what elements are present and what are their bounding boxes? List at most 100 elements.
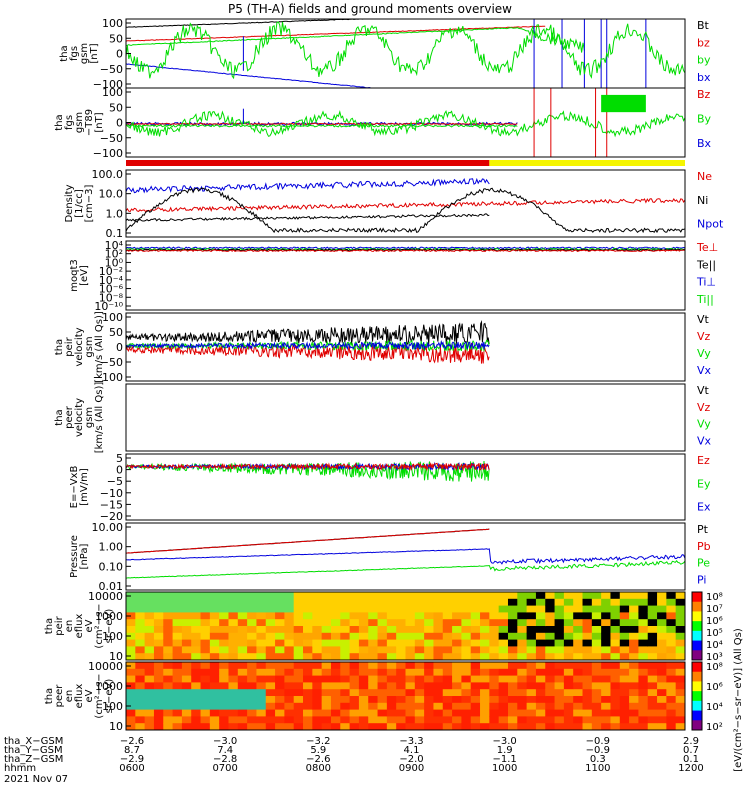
cell (256, 662, 267, 670)
cell (507, 702, 518, 711)
cell (507, 668, 518, 677)
colorbar-tick-label: 10² (706, 722, 723, 733)
cell (256, 653, 267, 660)
cell (545, 598, 556, 607)
cell (312, 653, 323, 660)
cell (321, 709, 332, 717)
cell (517, 605, 528, 613)
cell (666, 675, 677, 683)
y-axis-label-line: velocity (74, 327, 85, 366)
cell (657, 696, 667, 704)
cell (433, 653, 444, 660)
region-bar-yellow (489, 160, 685, 166)
cell (312, 619, 323, 627)
cell (470, 612, 481, 620)
y-tick-label: −15 (100, 498, 123, 511)
cell (209, 592, 220, 600)
cell (442, 702, 453, 711)
cell (293, 662, 304, 670)
y-tick-label: 100 (102, 700, 123, 713)
cell (554, 723, 565, 730)
legend-Te||: Te|| (696, 258, 716, 271)
cell (237, 605, 248, 613)
cell (191, 723, 202, 730)
cell (228, 716, 239, 724)
cell (163, 662, 174, 670)
cell (563, 675, 574, 683)
cell (293, 612, 304, 620)
trace-Ne (126, 197, 685, 213)
cell (498, 716, 509, 724)
cell (601, 723, 611, 730)
cell (489, 702, 500, 711)
cell (442, 723, 453, 730)
cell (265, 598, 276, 607)
legend-Ni: Ni (697, 194, 708, 207)
cell (256, 668, 267, 677)
cell (349, 702, 360, 711)
cell (293, 639, 304, 647)
panel-5-ylabel: tha peir velocity gsm [km/s (All Qs)] (54, 311, 105, 383)
y-tick-label: 10⁻⁴ (99, 274, 124, 287)
xaxis-value: −0.9 (586, 736, 610, 747)
cell (265, 653, 276, 660)
cell (135, 592, 146, 600)
cell (647, 675, 658, 683)
cell (321, 682, 332, 690)
cell (470, 598, 481, 607)
cell (619, 696, 630, 704)
cell (284, 702, 295, 711)
cell (228, 632, 239, 641)
xaxis-value: 0700 (212, 763, 237, 774)
cell (144, 723, 155, 730)
trace-Pb (126, 528, 490, 554)
cell (237, 723, 248, 730)
cell (657, 598, 667, 607)
cell (126, 605, 136, 613)
cell (414, 709, 425, 717)
cell (237, 702, 248, 711)
cell (573, 639, 584, 647)
cell (675, 668, 685, 677)
colorbar-tick-label: 10⁴ (706, 640, 723, 651)
cell (405, 653, 416, 660)
cell (433, 716, 444, 724)
cell (321, 675, 332, 683)
cell (303, 646, 313, 654)
cell (358, 689, 369, 697)
cell (219, 626, 229, 634)
cell (619, 675, 630, 683)
cell (303, 632, 313, 641)
cell (172, 675, 183, 683)
cell (414, 592, 425, 600)
cell (433, 639, 444, 647)
cell (340, 675, 351, 683)
cell (554, 598, 565, 607)
cell (601, 598, 611, 607)
cell (573, 723, 584, 730)
colorbar-band (692, 700, 702, 712)
cell (629, 632, 639, 641)
cell (237, 682, 248, 690)
cell (303, 702, 313, 711)
cell (237, 639, 248, 647)
cell (358, 675, 369, 683)
cell (545, 639, 556, 647)
cell (349, 723, 360, 730)
cell (396, 675, 406, 683)
cell (647, 639, 658, 647)
cell (153, 619, 164, 627)
cell (358, 682, 369, 690)
cell (209, 675, 220, 683)
cell (545, 702, 556, 711)
cell (424, 632, 434, 641)
cell (247, 682, 257, 690)
y-tick-label: 50 (109, 32, 123, 45)
cell (303, 668, 313, 677)
cell (275, 598, 285, 607)
cell (461, 646, 472, 654)
cell (470, 639, 481, 647)
cell (554, 632, 565, 641)
cell (163, 605, 174, 613)
cell (256, 689, 267, 697)
